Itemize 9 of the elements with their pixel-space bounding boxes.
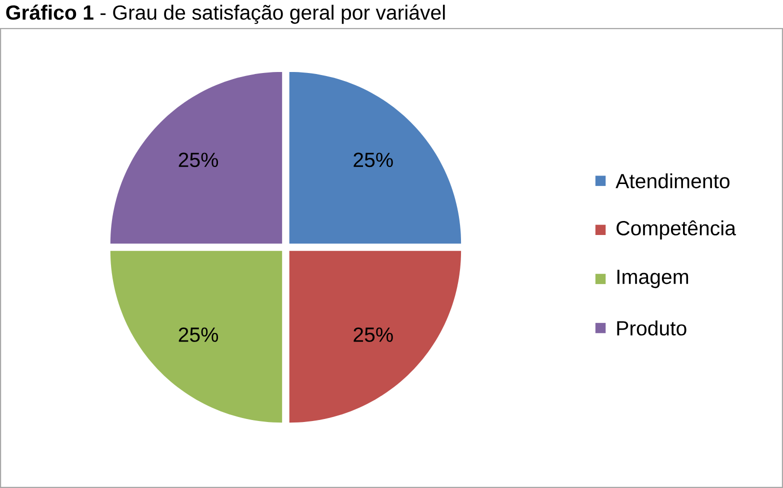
- legend-label: Competência: [616, 220, 736, 240]
- data-label: 25%: [354, 327, 393, 342]
- data-label: 25%: [178, 152, 218, 168]
- legend-label: Imagem: [617, 270, 688, 288]
- data-label: 25%: [178, 327, 218, 342]
- chart-title: Gráfico 1 - Grau de satisfação geral por variável: [6, 4, 445, 24]
- legend-label: Produto: [617, 320, 686, 336]
- data-label: 25%: [354, 152, 393, 168]
- legend-label: Atendimento: [616, 173, 730, 188]
